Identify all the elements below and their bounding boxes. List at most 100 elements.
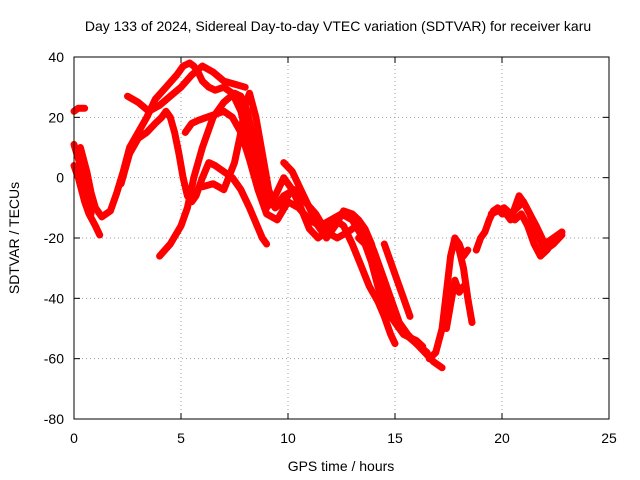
data-point [481,228,489,236]
data-point [494,207,501,215]
data-point [349,210,356,218]
data-point [381,313,388,320]
data-point [126,150,133,157]
data-point [406,334,414,341]
data-point [229,114,236,121]
data-point [167,114,174,121]
data-point [468,319,476,326]
data-point [246,156,253,163]
data-point [413,337,420,344]
data-point [179,174,187,181]
data-point [87,189,95,196]
series-arc-18 [511,210,566,260]
data-point [246,90,253,97]
series-trace [76,59,399,348]
data-point [314,234,322,242]
x-tick-label: 10 [280,430,296,446]
data-point [533,228,540,236]
data-point [518,210,525,218]
data-point [507,210,514,218]
data-point [368,240,375,248]
data-point [456,289,463,296]
x-tick-label: 25 [601,430,617,446]
data-point [199,174,206,181]
data-point [171,129,178,136]
data-point [190,174,198,181]
data-point [430,358,437,365]
data-point [543,246,551,254]
data-point [143,114,150,121]
data-point [485,216,493,224]
data-point [340,222,347,230]
data-point [355,234,362,242]
data-point [443,289,450,296]
x-axis-label: GPS time / hours [288,458,395,474]
data-point [220,108,227,115]
data-point [186,59,193,67]
data-point [349,240,356,248]
data-point [515,192,523,199]
x-axis-ticks: 0 5 10 15 20 25 [70,57,617,446]
data-point [456,246,463,254]
data-point [199,144,206,151]
data-point [173,71,180,79]
data-point [135,99,142,106]
data-point [81,105,88,112]
data-point [107,207,114,215]
data-point [209,180,217,187]
data-point [182,129,189,136]
data-point [361,240,369,248]
data-point [263,240,270,248]
series-arc-15 [451,234,476,326]
data-point [237,186,245,193]
data-point [421,349,429,356]
data-point [289,168,296,175]
data-point [406,313,414,320]
data-point [391,340,399,347]
x-tick-label: 20 [494,430,510,446]
data-point [331,222,339,230]
data-point [145,108,153,115]
data-point [220,186,227,193]
data-point [231,159,238,166]
data-point [291,186,298,193]
data-point [250,138,257,145]
data-point [117,180,125,187]
data-point [87,210,95,218]
data-point [194,117,202,124]
data-point [92,204,99,212]
data-point [188,120,195,127]
data-point [254,186,262,193]
data-point [77,144,84,151]
y-axis-label: SDTVAR / TECUs [6,182,22,294]
y-axis-ticks: -80 -60 -40 -20 0 20 40 [44,49,609,427]
data-point [152,120,159,127]
data-point [393,277,401,284]
data-point [443,325,450,332]
data-point [284,198,292,205]
data-point [212,86,219,94]
series-arc-11 [355,234,427,351]
data-point [184,204,191,212]
data-point [237,93,245,100]
data-point [162,108,170,115]
data-point [355,216,362,224]
data-point [271,204,279,212]
data-point [192,192,200,199]
data-point [280,192,287,199]
data-point [524,222,531,230]
data-point [464,295,471,302]
data-point [246,204,253,212]
data-point [199,62,206,70]
series-arc-05 [124,62,249,115]
data-point [419,343,427,350]
data-point [135,135,142,142]
data-point [368,258,375,266]
data-point [199,183,206,190]
data-point [209,68,217,76]
series-trace [280,159,401,326]
data-point [387,313,394,320]
data-point [400,295,407,302]
data-point [477,234,484,242]
